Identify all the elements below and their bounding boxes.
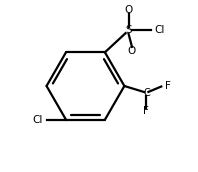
Text: C: C [143, 88, 150, 98]
Text: Cl: Cl [155, 25, 165, 35]
Text: S: S [125, 25, 132, 35]
Text: Cl: Cl [32, 115, 42, 125]
Text: O: O [125, 5, 133, 15]
Text: O: O [128, 46, 136, 56]
Text: F: F [165, 81, 171, 91]
Text: F: F [143, 106, 149, 116]
